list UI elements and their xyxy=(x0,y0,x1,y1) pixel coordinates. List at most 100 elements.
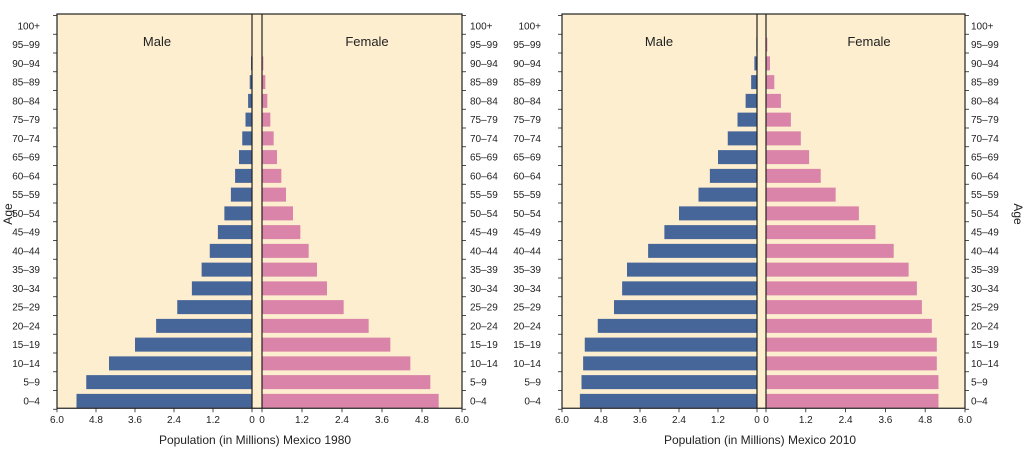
age-label-left: 10–14 xyxy=(12,359,40,370)
female-bar xyxy=(262,300,344,315)
male-bar xyxy=(224,206,252,221)
age-label-left: 65–69 xyxy=(513,153,541,164)
age-label-left: 75–79 xyxy=(513,115,541,126)
age-label-left: 90–94 xyxy=(12,59,40,70)
x-tick-label: 0 xyxy=(754,415,760,426)
female-bar xyxy=(262,337,391,352)
age-label-left: 15–19 xyxy=(513,340,541,351)
age-label-left: 35–39 xyxy=(12,265,40,276)
age-label-right: 15–19 xyxy=(971,340,999,351)
female-bar xyxy=(262,131,274,146)
age-label-right: 55–59 xyxy=(470,190,498,201)
x-tick-label: 2.4 xyxy=(167,415,181,426)
male-bar xyxy=(248,93,252,108)
age-label-right: 95–99 xyxy=(470,40,498,51)
female-bar xyxy=(262,93,268,108)
female-bar xyxy=(262,243,309,258)
age-label-right: 10–14 xyxy=(971,359,999,370)
age-label-right: 60–64 xyxy=(971,171,999,182)
age-label-right: 100+ xyxy=(971,21,994,32)
plot-frame xyxy=(56,13,463,409)
age-label-left: 95–99 xyxy=(12,40,40,51)
female-bar xyxy=(262,225,301,240)
age-label-right: 20–24 xyxy=(971,321,999,332)
age-label-right: 45–49 xyxy=(971,228,999,239)
x-tick-label: 3.6 xyxy=(878,415,892,426)
female-bar xyxy=(766,375,939,390)
female-bar xyxy=(262,318,369,333)
age-label-left: 80–84 xyxy=(513,96,541,107)
age-label-right: 70–74 xyxy=(971,134,999,145)
age-label-left: 50–54 xyxy=(12,209,40,220)
age-label-left: 80–84 xyxy=(12,96,40,107)
age-label-left: 30–34 xyxy=(12,284,40,295)
age-label-left: 85–89 xyxy=(12,78,40,89)
female-bar xyxy=(766,318,932,333)
female-bar xyxy=(766,187,836,202)
female-bar xyxy=(262,187,286,202)
male-bar xyxy=(177,300,252,315)
x-tick-label: 4.8 xyxy=(594,415,608,426)
male-bar xyxy=(230,187,252,202)
male-bar xyxy=(239,150,252,165)
female-label: Female xyxy=(345,34,388,49)
x-tick-label: 2.4 xyxy=(672,415,686,426)
male-bar xyxy=(614,300,757,315)
age-label-right: 35–39 xyxy=(470,265,498,276)
age-label-left: 10–14 xyxy=(513,359,541,370)
age-label-right: 5–9 xyxy=(470,378,487,389)
age-label-right: 35–39 xyxy=(971,265,999,276)
age-label-right: 50–54 xyxy=(470,209,498,220)
female-bar xyxy=(262,356,411,371)
female-bar xyxy=(262,75,266,90)
x-axis-title: Population (in Millions) Mexico 2010 xyxy=(664,433,856,447)
male-bar xyxy=(201,262,252,277)
female-bar xyxy=(766,206,859,221)
age-label-right: 75–79 xyxy=(470,115,498,126)
female-bar xyxy=(766,243,894,258)
pyramid-mexico-2010: 0–4 0–4 5–9 5–9 10–14 10–14 15–19 15–19 20–24 20–… xyxy=(513,13,1024,447)
age-label-left: 55–59 xyxy=(12,190,40,201)
age-label-right: 0–4 xyxy=(470,396,487,407)
age-label-right: 90–94 xyxy=(971,59,999,70)
male-bar xyxy=(242,131,252,146)
male-bar xyxy=(191,281,252,296)
x-tick-label: 3.6 xyxy=(375,415,389,426)
age-label-right: 95–99 xyxy=(971,40,999,51)
age-label-right: 30–34 xyxy=(470,284,498,295)
female-bar xyxy=(766,393,939,408)
male-bar xyxy=(249,75,252,90)
male-bar xyxy=(622,281,757,296)
x-tick-label: 1.2 xyxy=(295,415,309,426)
female-bar xyxy=(262,393,439,408)
age-label-right: 45–49 xyxy=(470,228,498,239)
male-bar xyxy=(86,375,252,390)
x-tick-label: 4.8 xyxy=(415,415,429,426)
male-bar xyxy=(709,168,757,183)
male-bar xyxy=(581,375,757,390)
age-label-left: 20–24 xyxy=(12,321,40,332)
male-label: Male xyxy=(143,34,171,49)
x-tick-label: 6.0 xyxy=(958,415,972,426)
x-axis-title: Population (in Millions) Mexico 1980 xyxy=(159,433,351,447)
male-label: Male xyxy=(645,34,673,49)
male-bar xyxy=(209,243,252,258)
age-label-left: 100+ xyxy=(518,21,541,32)
female-bar xyxy=(262,150,277,165)
age-label-right: 5–9 xyxy=(971,378,988,389)
female-bar xyxy=(766,356,937,371)
female-bar xyxy=(766,281,917,296)
x-tick-label: 3.6 xyxy=(633,415,647,426)
female-bar xyxy=(766,168,821,183)
x-tick-label: 4.8 xyxy=(89,415,103,426)
x-tick-label: 2.4 xyxy=(335,415,349,426)
age-label-left: 85–89 xyxy=(513,78,541,89)
age-label-left: 70–74 xyxy=(12,134,40,145)
male-bar xyxy=(718,150,757,165)
age-label-left: 55–59 xyxy=(513,190,541,201)
x-tick-label: 1.2 xyxy=(711,415,725,426)
male-bar xyxy=(745,93,757,108)
male-bar xyxy=(584,337,757,352)
age-label-right: 10–14 xyxy=(470,359,498,370)
age-label-right: 50–54 xyxy=(971,209,999,220)
